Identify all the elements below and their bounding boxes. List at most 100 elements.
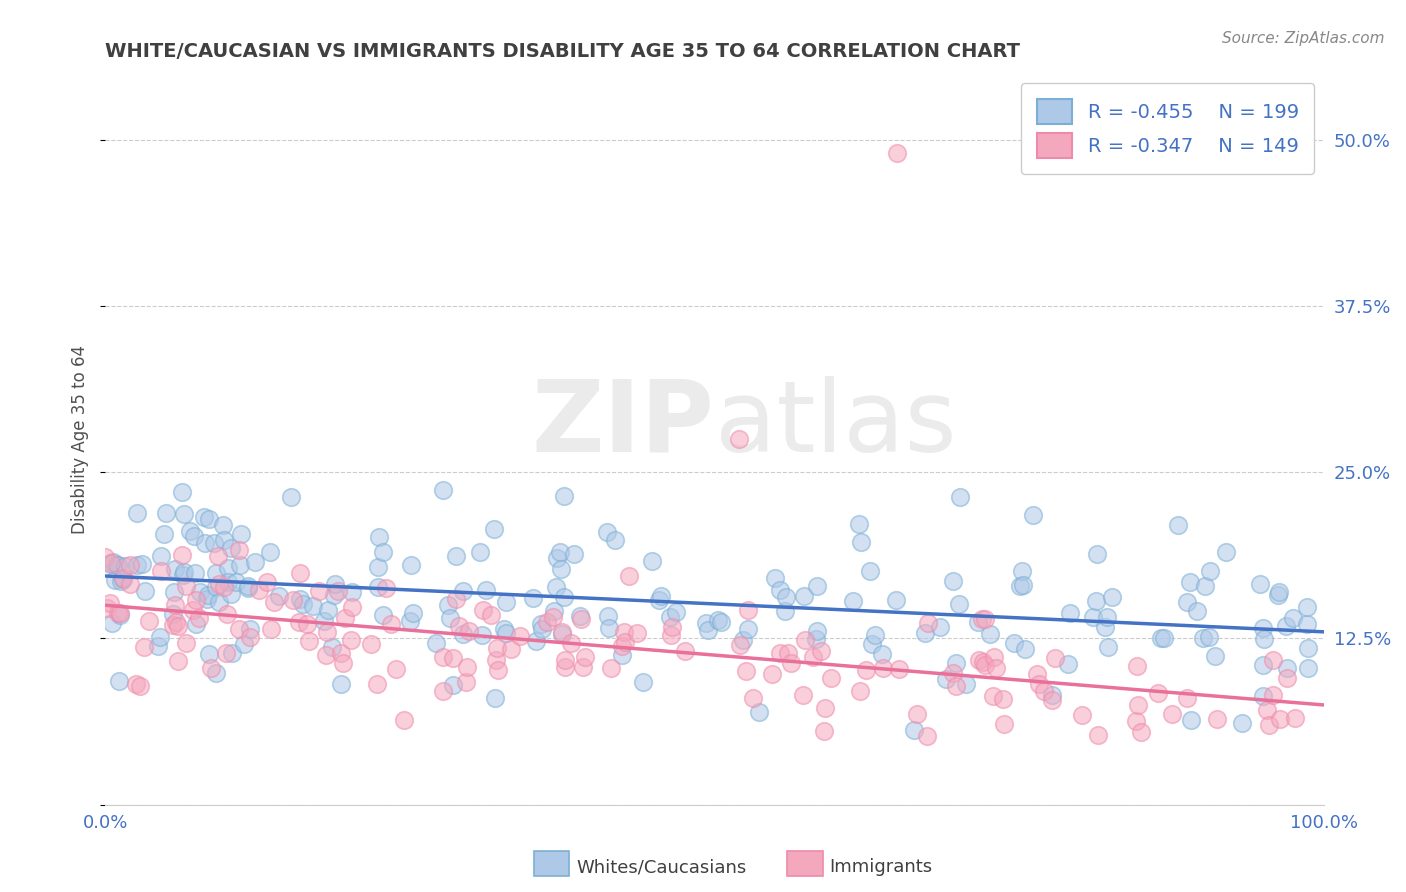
- Point: [186, 616, 208, 631]
- Point: [804, 632, 827, 647]
- Point: [155, 506, 177, 520]
- Text: Whites/Caucasians: Whites/Caucasians: [576, 858, 747, 876]
- Point: [208, 576, 231, 591]
- Point: [1230, 716, 1253, 731]
- Point: [186, 592, 208, 607]
- Point: [125, 558, 148, 572]
- Point: [966, 615, 988, 630]
- Point: [613, 625, 636, 640]
- Point: [204, 580, 226, 594]
- Point: [1085, 547, 1108, 561]
- Point: [127, 506, 149, 520]
- Point: [107, 607, 129, 621]
- Point: [98, 596, 121, 610]
- Point: [172, 567, 194, 582]
- Point: [1180, 713, 1202, 727]
- Point: [603, 533, 626, 547]
- Point: [439, 611, 461, 625]
- Point: [814, 701, 837, 715]
- Point: [1161, 706, 1184, 721]
- Point: [107, 558, 129, 572]
- Point: [200, 661, 222, 675]
- Point: [375, 581, 398, 595]
- Point: [1040, 688, 1063, 702]
- Point: [1198, 564, 1220, 578]
- Point: [184, 566, 207, 580]
- Point: [485, 652, 508, 666]
- Point: [536, 615, 558, 629]
- Point: [993, 692, 1015, 706]
- Point: [263, 595, 285, 609]
- Point: [1277, 661, 1299, 675]
- Point: [451, 627, 474, 641]
- Point: [212, 517, 235, 532]
- Point: [292, 597, 315, 611]
- Point: [553, 489, 575, 503]
- Point: [1126, 659, 1149, 673]
- Point: [1204, 648, 1226, 663]
- Point: [948, 597, 970, 611]
- Point: [446, 549, 468, 563]
- Point: [707, 613, 730, 627]
- Point: [174, 578, 197, 592]
- Point: [1081, 610, 1104, 624]
- Point: [163, 585, 186, 599]
- Point: [492, 622, 515, 636]
- Point: [399, 558, 422, 573]
- Point: [108, 607, 131, 622]
- Point: [1026, 667, 1049, 681]
- Point: [775, 590, 797, 604]
- Point: [501, 641, 523, 656]
- Point: [479, 608, 502, 623]
- Point: [596, 524, 619, 539]
- Point: [531, 622, 554, 636]
- Point: [183, 529, 205, 543]
- Point: [1192, 631, 1215, 645]
- Point: [955, 677, 977, 691]
- Point: [198, 512, 221, 526]
- Point: [1010, 578, 1032, 592]
- Point: [1177, 691, 1199, 706]
- Point: [385, 662, 408, 676]
- Text: WHITE/CAUCASIAN VS IMMIGRANTS DISABILITY AGE 35 TO 64 CORRELATION CHART: WHITE/CAUCASIAN VS IMMIGRANTS DISABILITY…: [105, 42, 1021, 61]
- Point: [146, 640, 169, 654]
- Point: [100, 556, 122, 570]
- Point: [225, 575, 247, 590]
- Point: [217, 560, 239, 574]
- Point: [149, 630, 172, 644]
- Point: [1130, 724, 1153, 739]
- Point: [98, 557, 121, 571]
- Point: [1251, 690, 1274, 704]
- Point: [173, 507, 195, 521]
- Point: [917, 615, 939, 630]
- Point: [212, 580, 235, 594]
- Point: [475, 582, 498, 597]
- Point: [131, 558, 153, 572]
- Point: [648, 593, 671, 607]
- Point: [315, 624, 337, 639]
- Point: [233, 637, 256, 651]
- Point: [1253, 621, 1275, 635]
- Point: [903, 723, 925, 737]
- Point: [205, 566, 228, 580]
- Point: [321, 640, 343, 655]
- Point: [1071, 708, 1094, 723]
- Point: [486, 640, 509, 655]
- Point: [1040, 693, 1063, 707]
- Point: [297, 617, 319, 632]
- Point: [197, 588, 219, 602]
- Point: [212, 533, 235, 547]
- Point: [340, 600, 363, 615]
- Point: [436, 598, 458, 612]
- Point: [202, 536, 225, 550]
- Point: [150, 564, 173, 578]
- Point: [1147, 686, 1170, 700]
- Point: [138, 614, 160, 628]
- Point: [1198, 630, 1220, 644]
- Point: [197, 648, 219, 662]
- Point: [973, 657, 995, 672]
- Point: [174, 635, 197, 649]
- Point: [734, 664, 756, 678]
- Point: [149, 549, 172, 563]
- Point: [661, 620, 683, 634]
